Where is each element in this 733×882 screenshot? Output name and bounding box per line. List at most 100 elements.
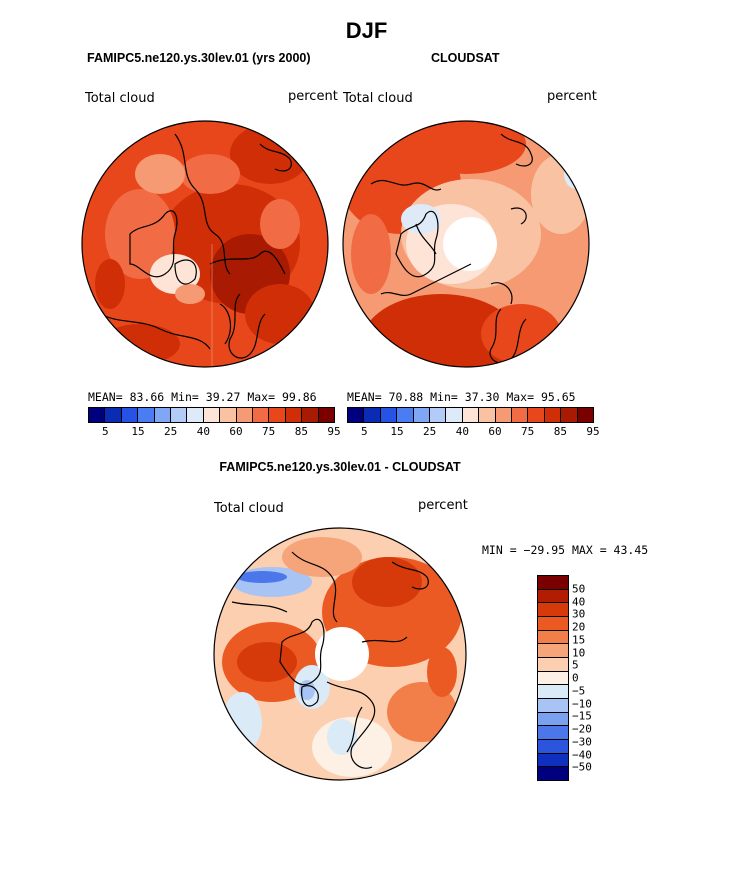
panel2-mean-label: MEAN= <box>347 390 382 404</box>
diff-field-units: percent <box>418 498 468 513</box>
panel2-mean-value: 70.88 <box>388 390 424 404</box>
colorbar-cell <box>269 408 286 422</box>
colorbar-tick-label: 15 <box>390 425 404 438</box>
panel1-max-value: 99.86 <box>281 390 317 404</box>
colorbar-cell <box>105 408 122 422</box>
colorbar-cell <box>397 408 414 422</box>
panel1-colorbar <box>88 407 335 423</box>
panel2-stats: MEAN= 70.88 Min= 37.30 Max= 95.65 <box>347 390 576 404</box>
colorbar-tick-label: 40 <box>572 595 586 608</box>
colorbar-tick-label: −5 <box>572 684 586 698</box>
colorbar-cell <box>154 408 172 422</box>
colorbar-tick-label: 75 <box>521 425 535 438</box>
colorbar-tick-label: 75 <box>262 425 276 438</box>
colorbar-cell <box>121 408 139 422</box>
colorbar-cell <box>446 408 463 422</box>
colorbar-tick-label: 95 <box>327 425 341 438</box>
colorbar-cell <box>89 408 106 422</box>
colorbar-cell <box>538 617 568 631</box>
colorbar-tick-label: 15 <box>131 425 145 438</box>
page-title: DJF <box>345 18 388 43</box>
panel1-case-title: FAMIPC5.ne120.ys.30lev.01 (yrs 2000) <box>87 51 311 65</box>
colorbar-tick-label: −50 <box>572 760 592 774</box>
panel2-colorbar <box>347 407 594 423</box>
colorbar-cell <box>495 408 513 422</box>
colorbar-cell <box>253 408 270 422</box>
colorbar-tick-label: 50 <box>572 582 586 596</box>
diff-field-name: Total cloud <box>214 501 284 516</box>
colorbar-cell <box>538 753 568 768</box>
colorbar-tick-label: 40 <box>455 425 469 438</box>
colorbar-cell <box>187 408 204 422</box>
colorbar-tick-label: 5 <box>361 425 368 438</box>
colorbar-cell <box>462 408 480 422</box>
colorbar-cell <box>318 408 335 422</box>
diff-minmax: MIN = −29.95 MAX = 43.45 <box>482 543 649 557</box>
colorbar-tick-label: −15 <box>572 709 592 723</box>
panel2-polar-map <box>342 120 590 368</box>
colorbar-cell <box>236 408 254 422</box>
colorbar-tick-label: 85 <box>294 425 308 438</box>
panel2-map-border <box>342 120 590 368</box>
colorbar-tick-label: 20 <box>572 620 586 634</box>
panel2-max-label: Max= <box>506 390 535 404</box>
panel1-polar-map <box>81 120 329 368</box>
panel2-case-title: CLOUDSAT <box>431 51 500 65</box>
panel1-mean-label: MEAN= <box>88 390 123 404</box>
colorbar-tick-label: 15 <box>572 633 586 647</box>
colorbar-cell <box>430 408 447 422</box>
colorbar-cell <box>538 576 568 590</box>
panel2-min-value: 37.30 <box>464 390 500 404</box>
colorbar-tick-label: 25 <box>164 425 178 438</box>
colorbar-cell <box>538 767 568 781</box>
colorbar-tick-label: 60 <box>488 425 502 438</box>
colorbar-cell <box>538 658 568 672</box>
colorbar-tick-label: −40 <box>572 748 592 761</box>
colorbar-tick-label: −30 <box>572 735 592 749</box>
colorbar-tick-label: 40 <box>196 425 210 438</box>
colorbar-cell <box>538 589 568 604</box>
diff-title: FAMIPC5.ne120.ys.30lev.01 - CLOUDSAT <box>219 460 461 474</box>
diff-coastlines <box>231 551 429 769</box>
colorbar-cell <box>538 699 568 713</box>
colorbar-cell <box>538 712 568 727</box>
colorbar-cell <box>544 408 562 422</box>
colorbar-tick-label: 5 <box>572 658 579 672</box>
panel2-field-name: Total cloud <box>343 91 413 106</box>
colorbar-cell <box>285 408 303 422</box>
panel1-mean-value: 83.66 <box>129 390 165 404</box>
colorbar-cell <box>138 408 155 422</box>
colorbar-tick-label: 25 <box>423 425 437 438</box>
colorbar-cell <box>380 408 398 422</box>
colorbar-tick-label: −10 <box>572 697 592 710</box>
colorbar-cell <box>220 408 237 422</box>
diff-colorbar <box>537 575 569 781</box>
colorbar-cell <box>203 408 221 422</box>
colorbar-tick-label: 85 <box>553 425 567 438</box>
panel1-stats: MEAN= 83.66 Min= 39.27 Max= 99.86 <box>88 390 317 404</box>
colorbar-cell <box>302 408 319 422</box>
colorbar-cell <box>538 685 568 700</box>
colorbar-cell <box>538 630 568 645</box>
panel2-missing-data-pole <box>443 217 497 271</box>
colorbar-tick-label: −20 <box>572 722 592 736</box>
panel2-max-value: 95.65 <box>540 390 576 404</box>
panel1-min-value: 39.27 <box>205 390 241 404</box>
colorbar-cell <box>538 603 568 618</box>
colorbar-cell <box>561 408 578 422</box>
colorbar-tick-label: 95 <box>586 425 600 438</box>
panel2-field-units: percent <box>547 89 597 104</box>
colorbar-cell <box>348 408 365 422</box>
colorbar-cell <box>512 408 529 422</box>
colorbar-cell <box>364 408 381 422</box>
panel1-field-units: percent <box>288 89 338 104</box>
diff-polar-map <box>213 527 467 781</box>
panel2-min-label: Min= <box>430 390 458 404</box>
colorbar-cell <box>413 408 431 422</box>
colorbar-tick-label: 30 <box>572 607 586 621</box>
diff-missing-data-pole <box>315 627 369 681</box>
colorbar-cell <box>538 671 568 686</box>
colorbar-cell <box>538 644 568 659</box>
panel1-coastlines <box>99 133 292 359</box>
panel2-coastlines <box>370 133 533 364</box>
